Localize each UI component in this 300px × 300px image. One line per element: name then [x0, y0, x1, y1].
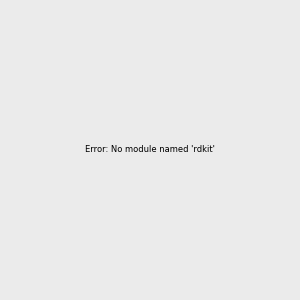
Text: Error: No module named 'rdkit': Error: No module named 'rdkit' — [85, 146, 215, 154]
